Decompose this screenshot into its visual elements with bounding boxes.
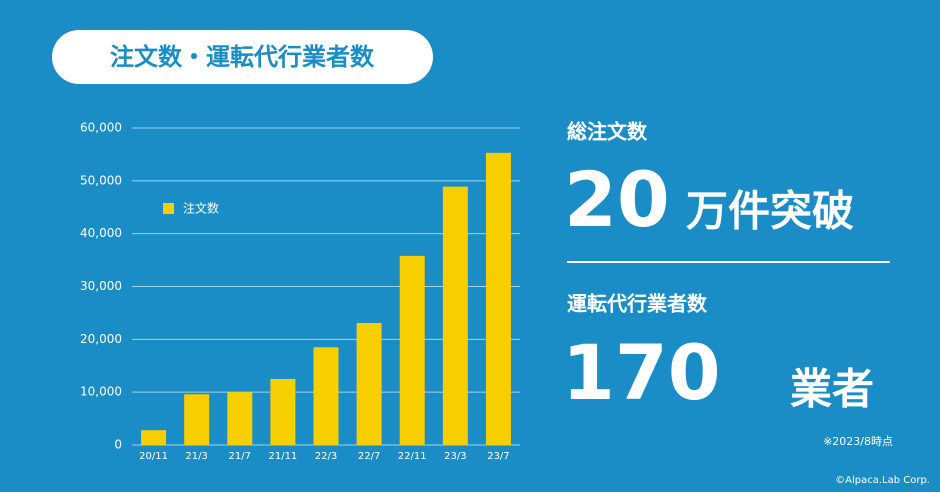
bar [442, 186, 468, 445]
x-tick-label: 21/3 [185, 451, 207, 462]
x-tick-label: 20/11 [139, 451, 168, 462]
bar [141, 430, 167, 445]
x-tick-label: 22/11 [398, 451, 427, 462]
highlight-label: 運転代行業者数 [567, 292, 708, 316]
x-tick-label: 23/3 [444, 451, 466, 462]
highlight-value: 20 [564, 155, 670, 244]
bar [399, 255, 425, 445]
y-tick-label: 10,000 [80, 385, 122, 399]
highlight-unit: 万件突破 [686, 187, 854, 236]
title-pill [52, 30, 433, 84]
note: ※2023/8時点 [823, 435, 893, 448]
y-tick-label: 0 [114, 438, 122, 452]
y-tick-label: 40,000 [80, 226, 122, 240]
bar [356, 322, 382, 445]
highlight-unit: 業者 [790, 365, 874, 414]
legend-swatch [163, 203, 174, 214]
chart-title: 注文数・運転代行業者数 [110, 43, 375, 71]
bar-chart: 0 10,000 20,000 30,000 40,000 50,000 60,000 20/… [80, 121, 520, 462]
x-tick-label: 22/3 [315, 451, 337, 462]
x-tick-label: 22/7 [358, 451, 380, 462]
bar [270, 378, 296, 445]
x-tick-label: 21/7 [229, 451, 251, 462]
bar [485, 152, 511, 445]
y-tick-label: 20,000 [80, 332, 122, 346]
x-tick-label: 21/11 [268, 451, 297, 462]
legend-label: 注文数 [183, 201, 219, 216]
y-tick-label: 50,000 [80, 173, 122, 187]
highlight-label: 総注文数 [567, 120, 648, 144]
y-tick-label: 30,000 [80, 279, 122, 293]
y-tick-label: 60,000 [80, 121, 122, 135]
copyright: ©Alpaca.Lab Corp. [835, 475, 930, 486]
bar [313, 347, 339, 445]
highlight-value: 170 [562, 328, 721, 417]
bar [227, 392, 253, 445]
bar [184, 394, 210, 445]
x-tick-label: 23/7 [487, 451, 509, 462]
